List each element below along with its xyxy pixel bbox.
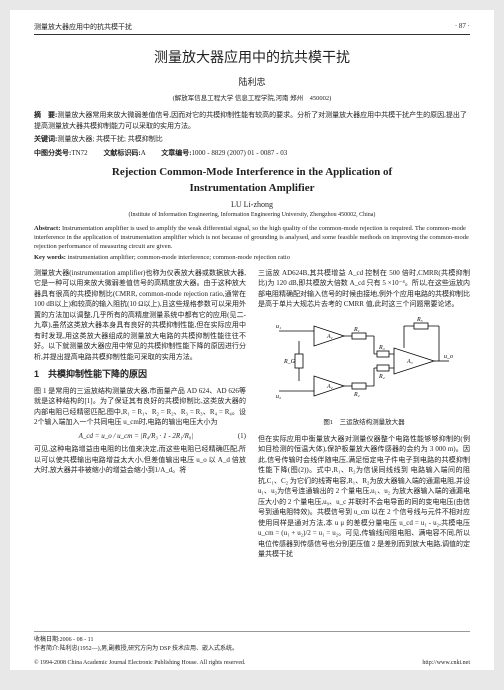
affiliation-cn: (解放军信息工程大学 信息工程学院,河南 郑州 450002) [34,92,470,102]
figure-1-caption: 图1 三运放结构测量放大器 [258,418,470,428]
left-p2: 图 1 是常用的三运放结构测量放大器,市面量产品 AD 624、AD 626等就… [34,386,246,428]
author-bio: 陆利忠(1952—),男,副教授,研究方向为 DSP 技术应用、嵌入式系统。 [60,646,238,652]
svg-text:u_o: u_o [444,354,453,360]
svg-text:R₅: R₅ [416,317,423,323]
figure-1: A₁ A₂ A₃ u₁ u₂ u_o R_G R₁ R₂ R₃ R₄ R₅ 图1 [258,316,470,428]
left-column: 测量放大器(instrumentation amplifier)也称为仪表放大器… [34,268,246,560]
right-p1: 三运放 AD624B,其共模增益 A_cd 控制在 500 倍时,CMRR(共模… [258,268,470,310]
abstract-cn: 摘 要:测量放大器常用来放大微弱差值信号,因而对它的共模抑制性能有较高的要求。分… [34,110,470,131]
eq1-body: A_cd = u_o / u_cm = |R₄/R₃ · 1 - 2R₁/R₀| [79,432,194,440]
figure-1-svg: A₁ A₂ A₃ u₁ u₂ u_o R_G R₁ R₂ R₃ R₄ R₅ [274,316,454,416]
equation-1: A_cd = u_o / u_cm = |R₄/R₃ · 1 - 2R₁/R₀|… [34,431,246,442]
keywords-cn-text: 测量放大器; 共模干扰; 共模抑制比 [57,135,162,143]
footnote: 收稿日期:2006 - 08 - 11 作者简介:陆利忠(1952—),男,副教… [34,631,470,652]
eq1-num: (1) [238,431,246,442]
abstract-en-text: Instrumentation amplifier is used to amp… [34,225,469,250]
section-1-heading: 1 共模抑制性能下降的原因 [34,368,246,382]
running-header: 测量放大器应用中的抗共模干扰 · 87 · [34,22,470,35]
running-title: 测量放大器应用中的抗共模干扰 [34,22,132,32]
abstract-cn-label: 摘 要: [34,111,57,119]
title-en-2: Instrumentation Amplifier [34,182,470,194]
svg-text:R₂: R₂ [353,392,360,398]
author-bio-label: 作者简介: [34,646,60,652]
svg-text:R₃: R₃ [378,345,385,351]
left-p1: 测量放大器(instrumentation amplifier)也称为仪表放大器… [34,268,246,363]
copyright-bar: © 1994-2008 China Academic Journal Elect… [34,660,470,666]
clc-label: 中图分类号: [34,149,71,157]
abstract-en: Abstract: Instrumentation amplifier is u… [34,224,470,251]
abstract-en-label: Abstract: [34,225,60,232]
keywords-en-label: Key words: [34,254,66,261]
right-p2: 但在实际应用中衡量放大器对测量仪器整个电路性能够够抑制的(例如目检测的恒温大体)… [258,434,470,560]
page: 测量放大器应用中的抗共模干扰 · 87 · 测量放大器应用中的抗共模干扰 陆利忠… [10,10,494,670]
affiliation-en: (Institute of Information Engineering, I… [34,212,470,218]
svg-text:A₂: A₂ [326,384,333,390]
keywords-cn-label: 关键词: [34,135,57,143]
clc: TN72 [71,149,87,157]
abstract-cn-text: 测量放大器常用来放大微弱差值信号,因而对它的共模抑制性能有较高的要求。分析了对测… [34,111,467,130]
author-cn: 陆利忠 [34,75,470,88]
keywords-cn: 关键词:测量放大器; 共模干扰; 共模抑制比 [34,134,470,145]
keywords-en: Key words: instrumentation amplifier; co… [34,253,470,262]
author-en: LU Li-zhong [34,200,470,209]
right-column: 三运放 AD624B,其共模增益 A_cd 控制在 500 倍时,CMRR(共模… [258,268,470,560]
body-columns: 测量放大器(instrumentation amplifier)也称为仪表放大器… [34,268,470,560]
svg-text:R_G: R_G [283,359,296,365]
title-cn: 测量放大器应用中的抗共模干扰 [34,47,470,67]
copyright-url: http://www.cnki.net [422,660,470,666]
copyright-text: © 1994-2008 China Academic Journal Elect… [34,660,246,666]
article-no-label: 文章编号: [161,149,191,157]
left-p3: 可见,这种电路增益由电阻的比值来决定,而这些电阻已经精确匹配,所以可以使共模输出… [34,444,246,476]
doc-code: A [141,149,146,157]
page-number: · 87 · [455,22,470,32]
svg-text:A₁: A₁ [326,334,333,340]
doc-code-label: 文献标识码: [103,149,140,157]
svg-text:R₄: R₄ [378,374,385,380]
svg-text:u₁: u₁ [276,324,281,330]
svg-text:R₁: R₁ [353,327,360,333]
title-en-1: Rejection Common-Mode Interference in th… [34,166,470,178]
keywords-en-text: instrumentation amplifier; common-mode i… [68,254,290,261]
svg-text:u₂: u₂ [276,394,281,400]
meta-row: 中图分类号:TN72 文献标识码:A 文章编号:1000 - 8829 (200… [34,148,470,158]
svg-text:A₃: A₃ [406,359,413,365]
article-no: 1000 - 8829 (2007) 01 - 0087 - 03 [192,149,288,157]
